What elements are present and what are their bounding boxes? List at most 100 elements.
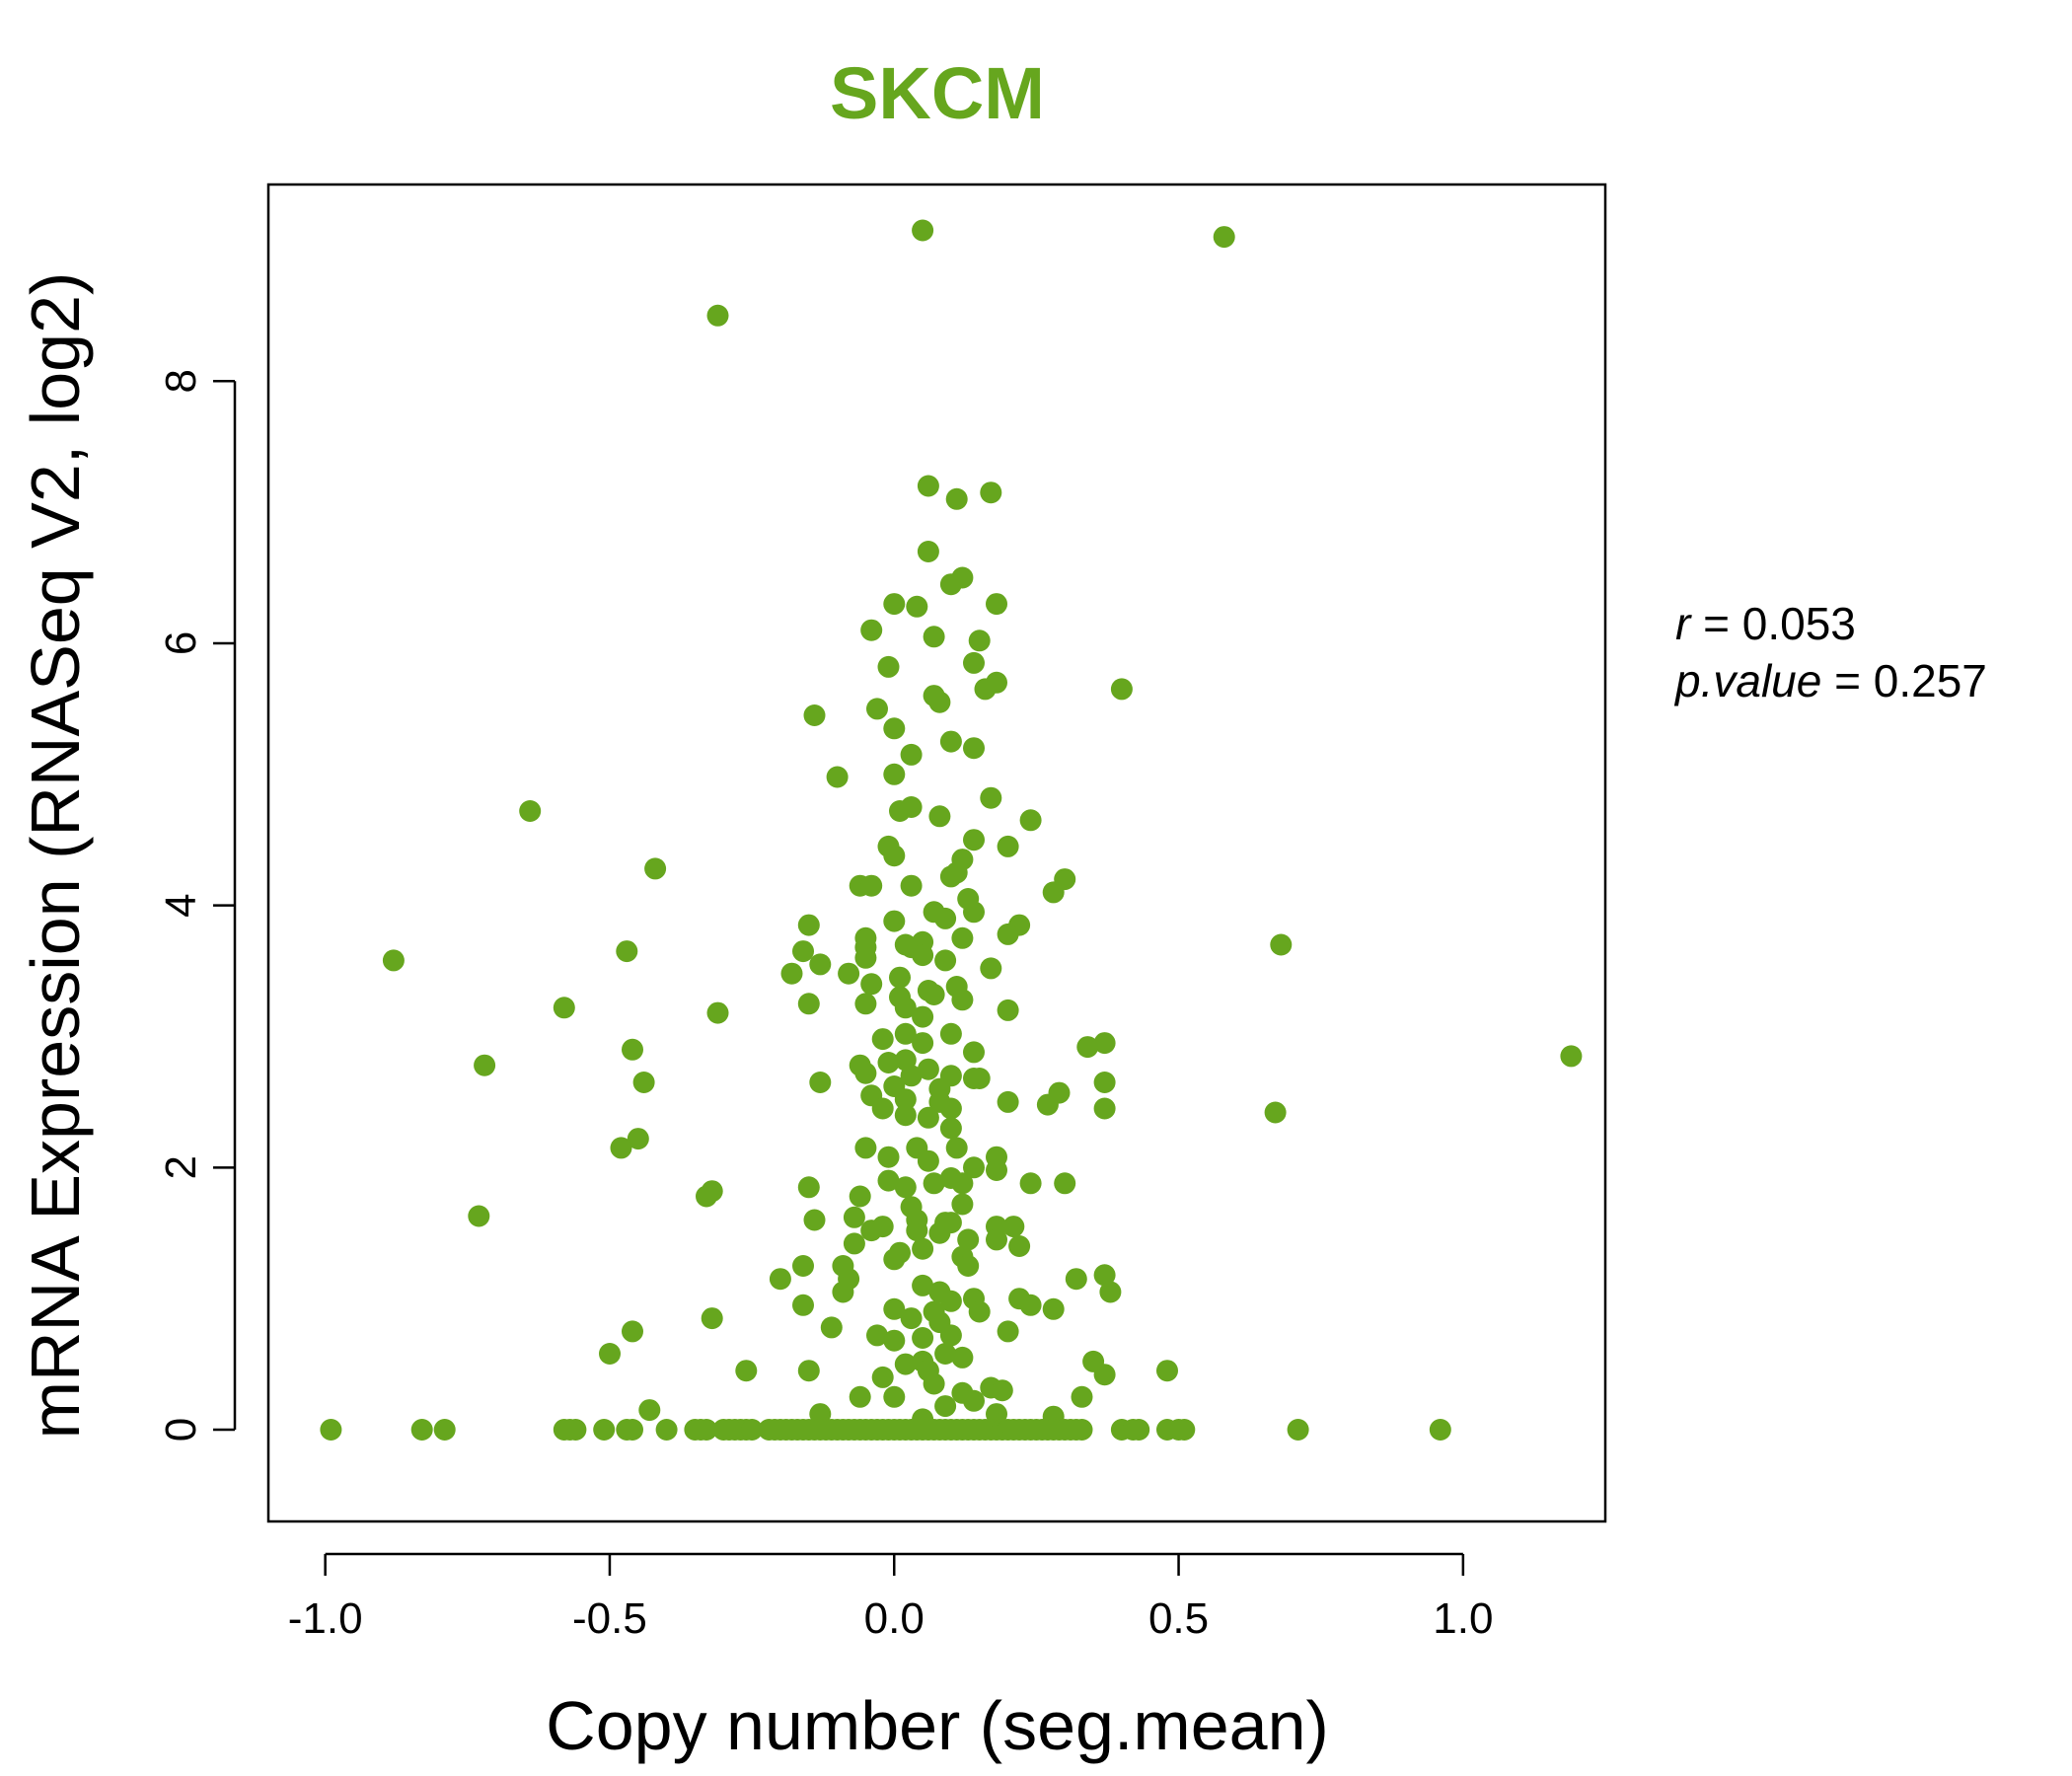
data-point <box>939 730 962 753</box>
data-point <box>610 1137 632 1159</box>
data-point <box>410 1419 433 1441</box>
data-point <box>912 1237 934 1260</box>
data-point <box>616 940 638 963</box>
data-point <box>980 481 1002 504</box>
data-point <box>849 1185 871 1208</box>
data-point <box>1071 1419 1093 1441</box>
data-point <box>951 1346 974 1369</box>
data-point <box>820 1316 843 1339</box>
data-point <box>622 1419 643 1441</box>
data-point <box>838 962 860 985</box>
data-point <box>945 487 968 510</box>
data-point <box>735 1360 758 1382</box>
data-point <box>980 957 1002 980</box>
data-point <box>854 946 877 969</box>
data-point <box>1093 1264 1116 1287</box>
data-point <box>696 1185 717 1208</box>
x-tick-label: 1.0 <box>1433 1594 1493 1643</box>
data-point <box>1270 933 1293 956</box>
data-point <box>474 1054 496 1076</box>
data-point <box>1054 1172 1076 1195</box>
y-tick-label: 6 <box>157 631 205 655</box>
data-point <box>917 1058 939 1080</box>
data-point <box>877 655 900 678</box>
data-point <box>963 1156 985 1179</box>
data-point <box>843 1206 865 1228</box>
data-point <box>871 1028 894 1051</box>
data-point <box>809 1072 832 1093</box>
data-point <box>706 304 729 327</box>
data-point <box>1099 1281 1122 1303</box>
data-point <box>1019 1172 1042 1195</box>
data-point <box>963 1041 985 1064</box>
data-point <box>968 1300 991 1323</box>
data-point <box>797 914 820 936</box>
data-point <box>1076 1036 1099 1059</box>
data-point <box>792 1294 814 1316</box>
x-tick-label: -0.5 <box>572 1594 647 1643</box>
data-point <box>912 1032 934 1055</box>
data-point <box>854 1137 877 1159</box>
data-point <box>883 1385 906 1408</box>
data-point <box>986 593 1007 616</box>
data-point <box>900 1307 923 1330</box>
data-point <box>986 1228 1007 1251</box>
data-point <box>939 1290 962 1312</box>
data-point <box>923 1172 945 1195</box>
x-tick-label: -1.0 <box>288 1594 363 1643</box>
data-point <box>553 997 575 1019</box>
data-point <box>1287 1419 1309 1441</box>
data-point <box>889 966 911 989</box>
data-point <box>883 717 906 740</box>
data-point <box>622 1038 643 1061</box>
data-point <box>963 901 985 924</box>
data-point <box>860 1220 883 1242</box>
data-point <box>997 1090 1019 1113</box>
data-point <box>894 1022 917 1045</box>
r-value: 0.053 <box>1742 598 1856 649</box>
data-point <box>1560 1045 1583 1068</box>
p-label: p.value <box>1673 655 1821 706</box>
data-point <box>843 1232 865 1255</box>
data-point <box>991 1379 1013 1402</box>
data-point <box>980 786 1002 809</box>
data-point <box>632 1072 655 1093</box>
data-point <box>939 573 962 596</box>
data-point <box>877 1052 900 1073</box>
data-point <box>894 1353 917 1375</box>
data-point <box>854 1062 877 1084</box>
data-point <box>860 973 883 996</box>
data-point <box>1429 1419 1451 1441</box>
data-point <box>986 1159 1007 1181</box>
data-point <box>877 1146 900 1168</box>
data-point <box>706 1001 729 1024</box>
data-point <box>951 1172 974 1195</box>
y-axis: 0 2 4 6 8 <box>157 369 237 1442</box>
data-point <box>1128 1419 1150 1441</box>
data-point <box>997 835 1019 857</box>
data-point <box>871 1097 894 1120</box>
data-point <box>963 737 985 760</box>
data-point <box>939 1324 962 1347</box>
data-point <box>883 1297 906 1320</box>
data-point <box>957 1228 980 1251</box>
y-tick-label: 2 <box>157 1155 205 1179</box>
data-point <box>382 949 405 972</box>
data-point <box>519 800 542 822</box>
data-point <box>701 1307 723 1330</box>
data-point <box>860 619 883 641</box>
x-tick-label: 0.5 <box>1148 1594 1209 1643</box>
data-point <box>1019 809 1042 832</box>
data-point <box>1002 1216 1025 1238</box>
data-point <box>957 1255 980 1277</box>
data-point <box>912 1327 934 1349</box>
data-point <box>906 1220 928 1242</box>
data-point <box>945 1137 968 1159</box>
data-point <box>792 1255 814 1277</box>
data-point <box>1093 1072 1116 1093</box>
data-point <box>968 1068 991 1089</box>
data-point <box>826 766 849 788</box>
data-point <box>797 1176 820 1199</box>
data-point <box>1042 881 1065 904</box>
